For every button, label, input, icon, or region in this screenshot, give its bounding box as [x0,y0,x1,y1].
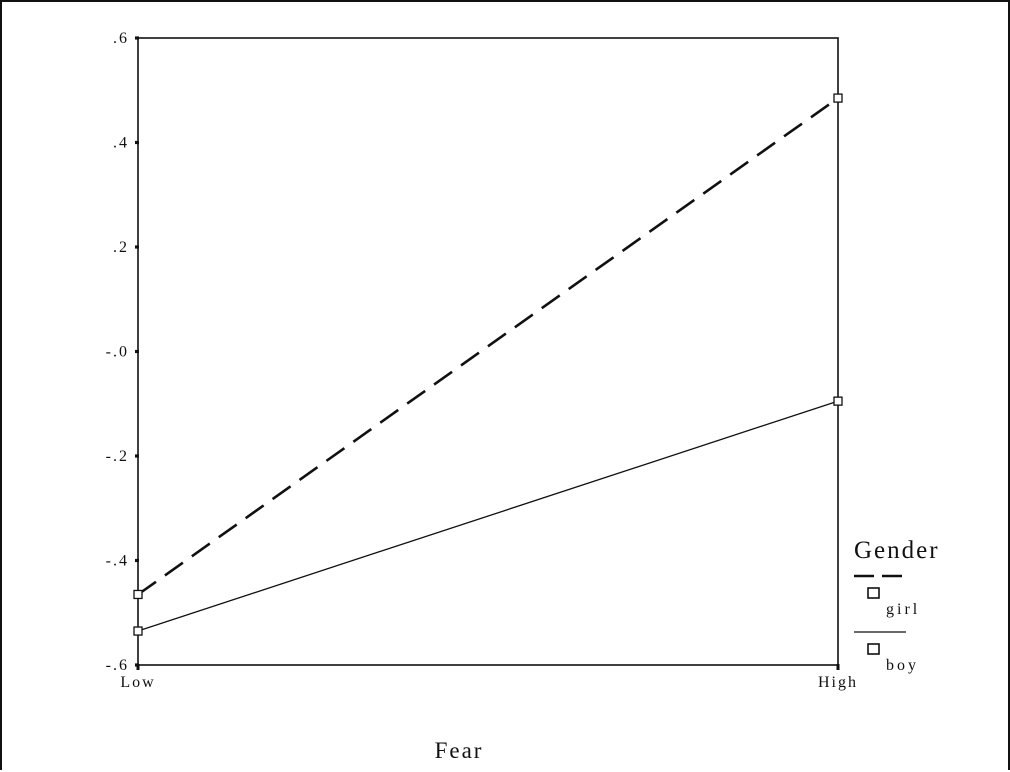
y-tick-label: .2 [113,239,129,256]
y-tick-label: -.0 [106,344,129,361]
legend-marker-girl [867,587,880,599]
legend-marker-boy [867,643,880,655]
y-tick-label: .6 [113,30,129,47]
plot-area-border [137,37,839,666]
data-point-boy [833,396,843,406]
data-point-boy [133,626,143,636]
x-tick-label: Low [120,674,155,691]
series-layer [133,93,843,636]
y-tick-label: -.4 [106,553,129,570]
series-line-girl [137,97,839,596]
legend-label-girl: girl [886,601,920,618]
legend-title: Gender [854,537,940,564]
y-tick-label: .4 [113,135,129,152]
y-tick-label: -.2 [106,448,129,465]
legend: Gender girl boy [854,537,940,674]
y-tick-label: -.6 [106,657,129,674]
data-point-girl [133,589,143,600]
legend-label-boy: boy [886,657,919,674]
x-axis-title: Fear [435,738,484,763]
data-point-girl [833,93,843,103]
x-tick-label: High [818,674,858,691]
series-line-boy [137,400,839,632]
